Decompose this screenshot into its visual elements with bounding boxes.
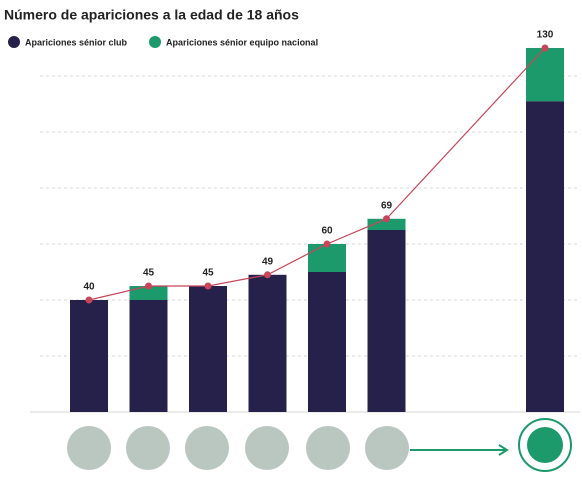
bar-segment xyxy=(248,274,287,412)
total-marker xyxy=(323,240,331,248)
total-label: 40 xyxy=(83,282,95,293)
player-photo xyxy=(67,426,111,470)
total-label: 49 xyxy=(262,256,274,267)
bar-segment xyxy=(367,218,406,230)
ring-dot xyxy=(527,427,563,463)
total-label: 130 xyxy=(537,30,554,41)
chart-title: Número de apariciones a la edad de 18 añ… xyxy=(4,7,299,23)
bar-segment xyxy=(367,230,406,412)
legend-label: Apariciones sénior club xyxy=(25,37,128,47)
legend-swatch xyxy=(8,36,20,48)
total-label: 69 xyxy=(381,200,393,211)
total-marker xyxy=(264,271,271,279)
bar-segment xyxy=(308,244,346,272)
bar-segment xyxy=(129,286,168,300)
ring xyxy=(518,418,572,472)
bar-segment xyxy=(526,101,564,412)
total-marker xyxy=(204,282,212,290)
total-label: 45 xyxy=(143,268,155,279)
bar-segment xyxy=(526,48,564,102)
player-photo xyxy=(245,426,289,470)
player-photo xyxy=(306,426,350,470)
total-marker xyxy=(145,282,152,290)
total-label: 60 xyxy=(321,226,333,237)
bar-segment xyxy=(70,300,108,412)
total-marker xyxy=(541,44,549,52)
bar-segment xyxy=(189,286,227,412)
total-marker xyxy=(85,296,93,304)
player-photos xyxy=(67,418,572,472)
legend-swatch xyxy=(149,36,162,48)
player-photo xyxy=(365,426,409,470)
player-photo xyxy=(185,426,229,470)
player-photo xyxy=(126,426,170,470)
arrow-head xyxy=(498,444,509,456)
total-label: 45 xyxy=(202,268,214,279)
legend-label: Apariciones sénior equipo nacional xyxy=(166,37,318,47)
bar-segment xyxy=(129,300,168,412)
bar-segment xyxy=(308,272,346,412)
total-marker xyxy=(383,215,390,223)
